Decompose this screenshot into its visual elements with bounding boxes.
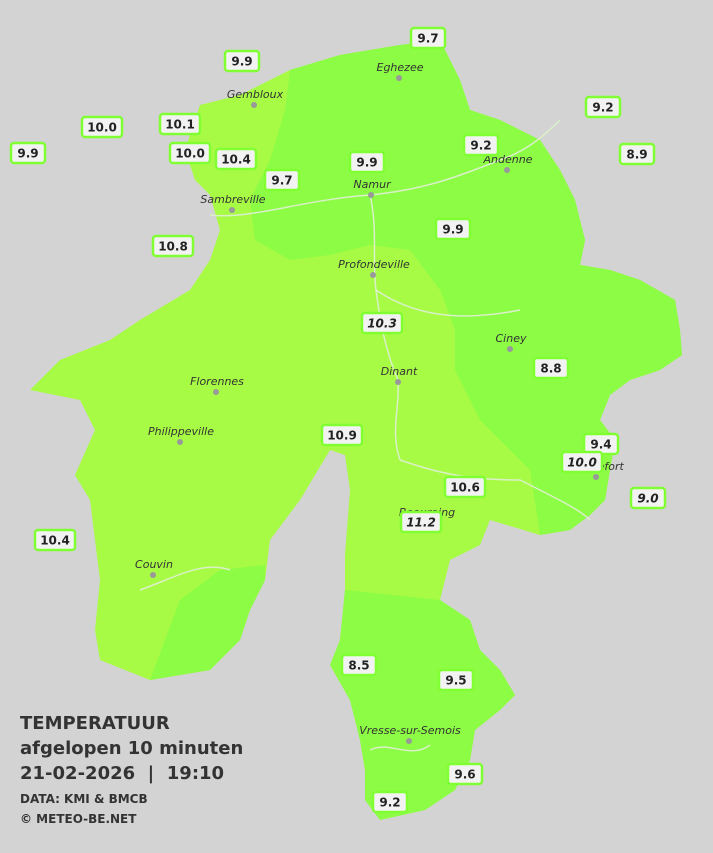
station-box bbox=[437, 668, 475, 692]
station-value: 9.0 bbox=[637, 492, 658, 506]
city-dot bbox=[395, 379, 401, 385]
city-label: Vresse-sur-Semois bbox=[359, 724, 461, 737]
station-box bbox=[168, 141, 212, 165]
station-value: 10.9 bbox=[327, 429, 357, 443]
station-value: 8.8 bbox=[540, 362, 561, 376]
city-dot bbox=[504, 167, 510, 173]
station-box bbox=[371, 790, 409, 814]
station-box bbox=[9, 141, 47, 165]
station-box bbox=[223, 49, 261, 73]
station-value: 9.2 bbox=[379, 796, 400, 810]
station-value: 11.2 bbox=[406, 516, 436, 530]
station-value: 9.6 bbox=[454, 768, 475, 782]
station-box bbox=[348, 150, 386, 174]
city-dot bbox=[406, 738, 412, 744]
station-value: 9.4 bbox=[590, 438, 611, 452]
station-value: 10.4 bbox=[221, 153, 251, 167]
station-box bbox=[263, 168, 301, 192]
station-value: 9.2 bbox=[592, 101, 613, 115]
river bbox=[139, 119, 591, 752]
city-dot bbox=[368, 192, 374, 198]
station-value: 10.4 bbox=[40, 534, 70, 548]
city-label: Profondeville bbox=[338, 258, 410, 271]
station-value: 9.9 bbox=[231, 55, 252, 69]
city-dot bbox=[150, 572, 156, 578]
city-dot bbox=[370, 272, 376, 278]
station-box bbox=[399, 510, 443, 534]
city-dot bbox=[593, 474, 599, 480]
city-label: Couvin bbox=[135, 558, 173, 571]
station-box bbox=[443, 475, 487, 499]
city-dot bbox=[229, 207, 235, 213]
city-dot bbox=[177, 439, 183, 445]
station-box bbox=[584, 95, 622, 119]
legend-title: TEMPERATUUR bbox=[20, 713, 170, 734]
station-box bbox=[409, 26, 447, 50]
station-box bbox=[434, 217, 472, 241]
station-box bbox=[629, 486, 667, 510]
station-value: 10.0 bbox=[567, 456, 597, 470]
zone-cool bbox=[150, 565, 265, 680]
legend-copyright: © METEO-BE.NET bbox=[20, 812, 137, 826]
station-value: 10.0 bbox=[175, 147, 205, 161]
station-value: 8.9 bbox=[626, 148, 647, 162]
station-box bbox=[320, 423, 364, 447]
legend-datetime: 21-02-2026 | 19:10 bbox=[20, 763, 224, 784]
city-dot bbox=[396, 75, 402, 81]
legend-source: DATA: KMI & BMCB bbox=[20, 792, 148, 806]
station-box bbox=[340, 653, 378, 677]
station-box bbox=[446, 762, 484, 786]
city-label: Philippeville bbox=[148, 425, 214, 438]
station-value: 9.9 bbox=[356, 156, 377, 170]
station-value: 9.2 bbox=[470, 139, 491, 153]
city-label: Ciney bbox=[496, 332, 527, 345]
station-box bbox=[560, 450, 604, 474]
station-box bbox=[618, 142, 656, 166]
station-value: 9.9 bbox=[17, 147, 38, 161]
station-value: 10.6 bbox=[450, 481, 480, 495]
legend-subtitle: afgelopen 10 minuten bbox=[20, 738, 243, 759]
station-box bbox=[462, 133, 500, 157]
station-value: 10.0 bbox=[87, 121, 117, 135]
city-dot bbox=[251, 102, 257, 108]
station-box bbox=[151, 234, 195, 258]
city-label: Florennes bbox=[190, 375, 244, 388]
station-box bbox=[80, 115, 124, 139]
station-value: 9.9 bbox=[442, 223, 463, 237]
city-label: Andenne bbox=[483, 153, 533, 166]
city-label: Eghezee bbox=[377, 61, 424, 74]
city-dot bbox=[507, 346, 513, 352]
station-value: 10.1 bbox=[165, 118, 195, 132]
station-value: 8.5 bbox=[348, 659, 369, 673]
station-box bbox=[33, 528, 77, 552]
station-box bbox=[158, 112, 202, 136]
city-label: Sambreville bbox=[200, 193, 265, 206]
station-value: 10.3 bbox=[367, 317, 397, 331]
station-value: 9.7 bbox=[417, 32, 438, 46]
city-label: Gembloux bbox=[227, 88, 284, 101]
station-box bbox=[360, 311, 404, 335]
station-box bbox=[532, 356, 570, 380]
station-value: 9.5 bbox=[445, 674, 466, 688]
station-box bbox=[214, 147, 258, 171]
zone-cool bbox=[330, 590, 515, 820]
city-label: Namur bbox=[353, 178, 392, 191]
station-value: 10.8 bbox=[158, 240, 188, 254]
city-label: Dinant bbox=[381, 365, 418, 378]
city-dot bbox=[213, 389, 219, 395]
station-value: 9.7 bbox=[271, 174, 292, 188]
